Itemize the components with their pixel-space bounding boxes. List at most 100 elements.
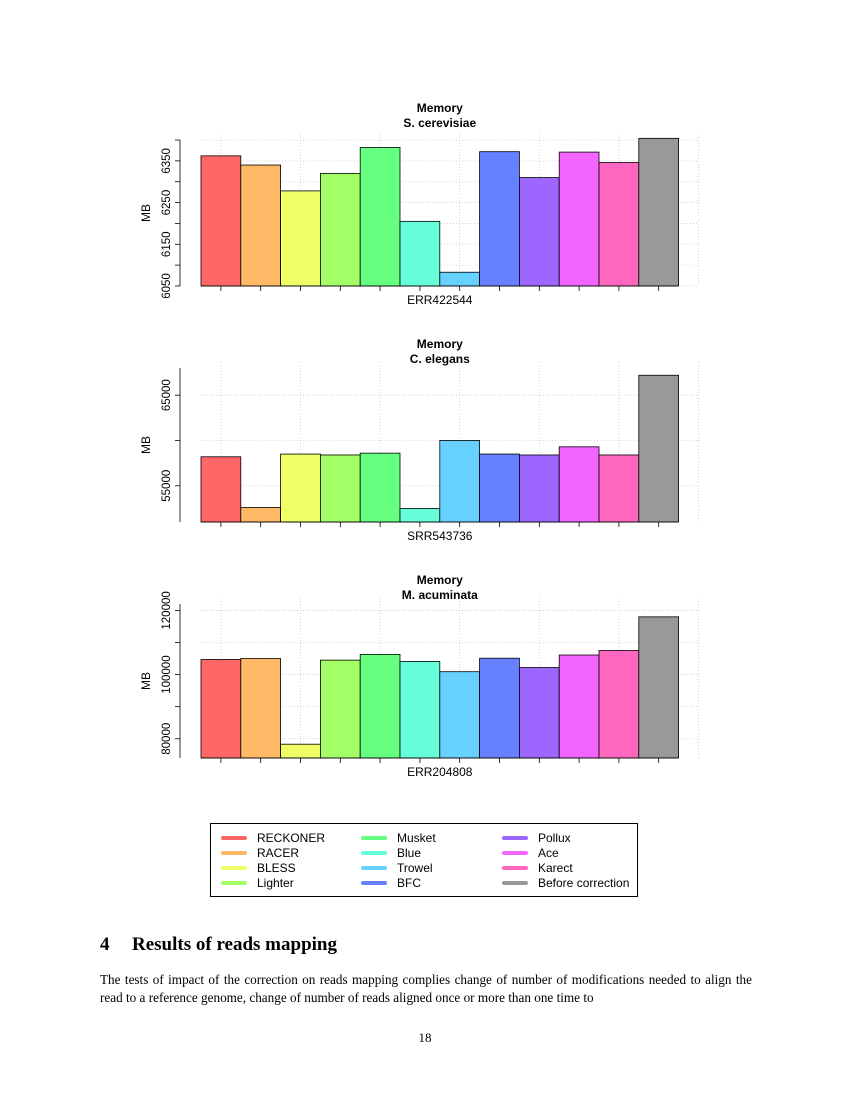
section-number: 4 [100,934,110,955]
y-tick-label: 6250 [161,190,173,216]
legend-item: Before correction [502,875,629,890]
bar-reckoner [200,456,242,523]
bar-blue [399,661,441,759]
legend-label: Lighter [257,875,294,890]
x-axis-label: ERR204808 [407,765,473,779]
bar-bless [280,743,321,759]
bar-bfc [479,657,520,759]
legend-swatch [502,880,528,885]
bar-musket [359,147,401,287]
bar-ace [558,151,600,287]
y-tick-label: 55000 [161,470,173,502]
bar-karect [598,454,640,523]
bar-before-correction [638,137,679,287]
bar-ace [558,446,600,523]
legend-item: Ace [502,845,559,860]
y-tick-label: 6150 [161,231,173,257]
legend-swatch [221,880,247,885]
legend-swatch [221,835,247,840]
section-heading: 4 Results of reads mapping [100,934,337,956]
bar-lighter [319,454,361,523]
legend-item: Lighter [221,875,294,890]
bar-trowel [439,271,480,287]
bar-musket [359,653,401,759]
bar-lighter [319,659,361,759]
legend-item: Karect [502,860,573,875]
bar-racer [240,507,282,523]
bar-blue [399,508,441,523]
legend-swatch [361,865,387,870]
bar-pollux [519,177,560,287]
y-axis-label: MB [139,204,153,222]
legend-item: BLESS [221,860,296,875]
y-axis-label: MB [139,436,153,454]
bar-musket [359,452,401,523]
bar-racer [240,658,282,759]
legend-item: RACER [221,845,299,860]
legend-swatch [502,865,528,870]
bar-pollux [519,667,560,759]
legend-item: Pollux [502,830,571,845]
bar-lighter [319,172,361,287]
legend-label: Blue [397,845,422,860]
bar-bless [280,190,321,287]
legend-item: Blue [361,845,421,860]
bar-racer [240,164,282,287]
legend-swatch [361,835,387,840]
legend-swatch [361,880,387,885]
bar-reckoner [200,155,242,287]
legend-swatch [502,835,528,840]
x-axis-label: ERR422544 [407,293,473,307]
bar-before-correction [638,616,679,759]
bar-karect [598,162,640,287]
bar-reckoner [200,659,242,759]
x-axis-label: SRR543736 [407,529,473,543]
bar-karect [598,650,640,759]
legend-item: Musket [361,830,436,845]
legend-label: Musket [397,830,436,845]
legend-label: BFC [397,875,421,890]
legend-swatch [502,850,528,855]
chart-subtitle: C. elegans [410,352,470,366]
y-tick-label: 6050 [161,273,173,299]
legend: RECKONER RACER BLESS Lighter Musket Blue Trowe… [210,823,638,897]
section-title: Results of reads mapping [132,934,337,955]
legend-label: Karect [538,860,573,875]
bar-blue [399,220,441,287]
legend-label: RACER [257,845,300,860]
bar-bfc [479,151,520,287]
legend-label: Ace [538,845,559,860]
bar-trowel [439,671,480,759]
bar-bless [280,453,321,523]
chart-title: Memory [417,337,463,351]
legend-swatch [221,865,247,870]
chart-subtitle: S. cerevisiae [403,116,476,130]
legend-label: Before correction [538,875,630,890]
y-tick-label: 65000 [161,379,173,411]
chart-title: Memory [417,101,463,115]
body-paragraph: The tests of impact of the correction on… [100,972,752,1005]
y-tick-label: 80000 [161,723,173,755]
legend-swatch [361,850,387,855]
chart-subtitle: M. acuminata [402,588,478,602]
legend-item: Trowel [361,860,433,875]
bar-pollux [519,454,560,523]
legend-label: Pollux [538,830,571,845]
y-tick-label: 6350 [161,148,173,174]
page-number: 18 [418,1030,432,1045]
legend-label: RECKONER [257,830,326,845]
legend-label: BLESS [257,860,296,875]
y-tick-label: 100000 [161,655,173,693]
bar-before-correction [638,374,679,523]
bar-ace [558,654,600,759]
y-tick-label: 120000 [161,591,173,629]
bar-bfc [479,453,520,523]
legend-item: RECKONER [221,830,325,845]
chart-title: Memory [417,573,463,587]
bar-trowel [439,440,480,523]
y-axis-label: MB [139,672,153,690]
